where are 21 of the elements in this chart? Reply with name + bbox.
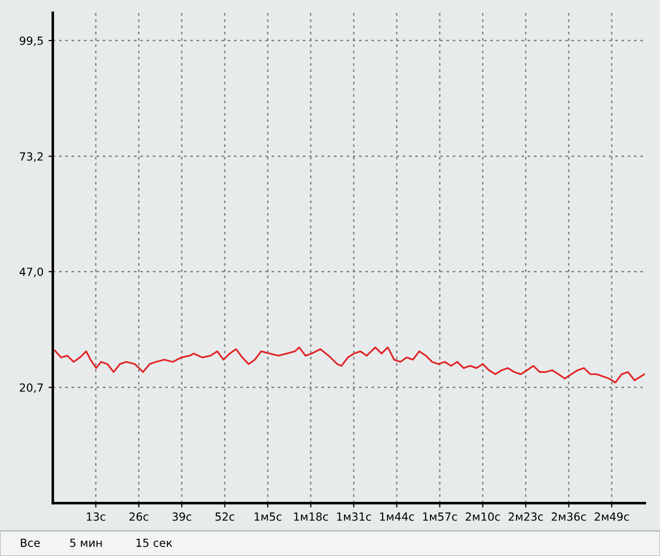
x-tick-label: 2м23с bbox=[508, 512, 543, 521]
text: 15 сек bbox=[136, 538, 172, 547]
x-tick-label: 1м5с bbox=[254, 512, 282, 521]
x-tick-label: 52с bbox=[216, 512, 234, 521]
x-tick-label: 1м18с bbox=[294, 512, 328, 521]
line-series bbox=[54, 346, 645, 384]
y-tick-label: 73,2 bbox=[20, 152, 43, 162]
x-tick-label: 2м36с bbox=[552, 512, 586, 521]
text: Все bbox=[20, 538, 40, 547]
x-tick-label: 39с bbox=[172, 512, 192, 521]
text: 5 мин bbox=[70, 538, 102, 547]
x-tick-label: 13с bbox=[86, 512, 106, 521]
y-tick-label: 20,7 bbox=[20, 383, 43, 393]
x-tick-label: 2м10с bbox=[466, 512, 500, 521]
y-tick-label: 99,5 bbox=[20, 36, 43, 46]
x-tick-label: 1м57с bbox=[423, 512, 457, 521]
x-tick-label: 1м44с bbox=[380, 512, 414, 521]
x-tick-label: 1м31с bbox=[337, 512, 371, 521]
x-tick-label: 26с bbox=[129, 512, 148, 521]
y-tick-label: 47,0 bbox=[20, 268, 44, 278]
x-tick-label: 2м49с bbox=[594, 512, 629, 521]
